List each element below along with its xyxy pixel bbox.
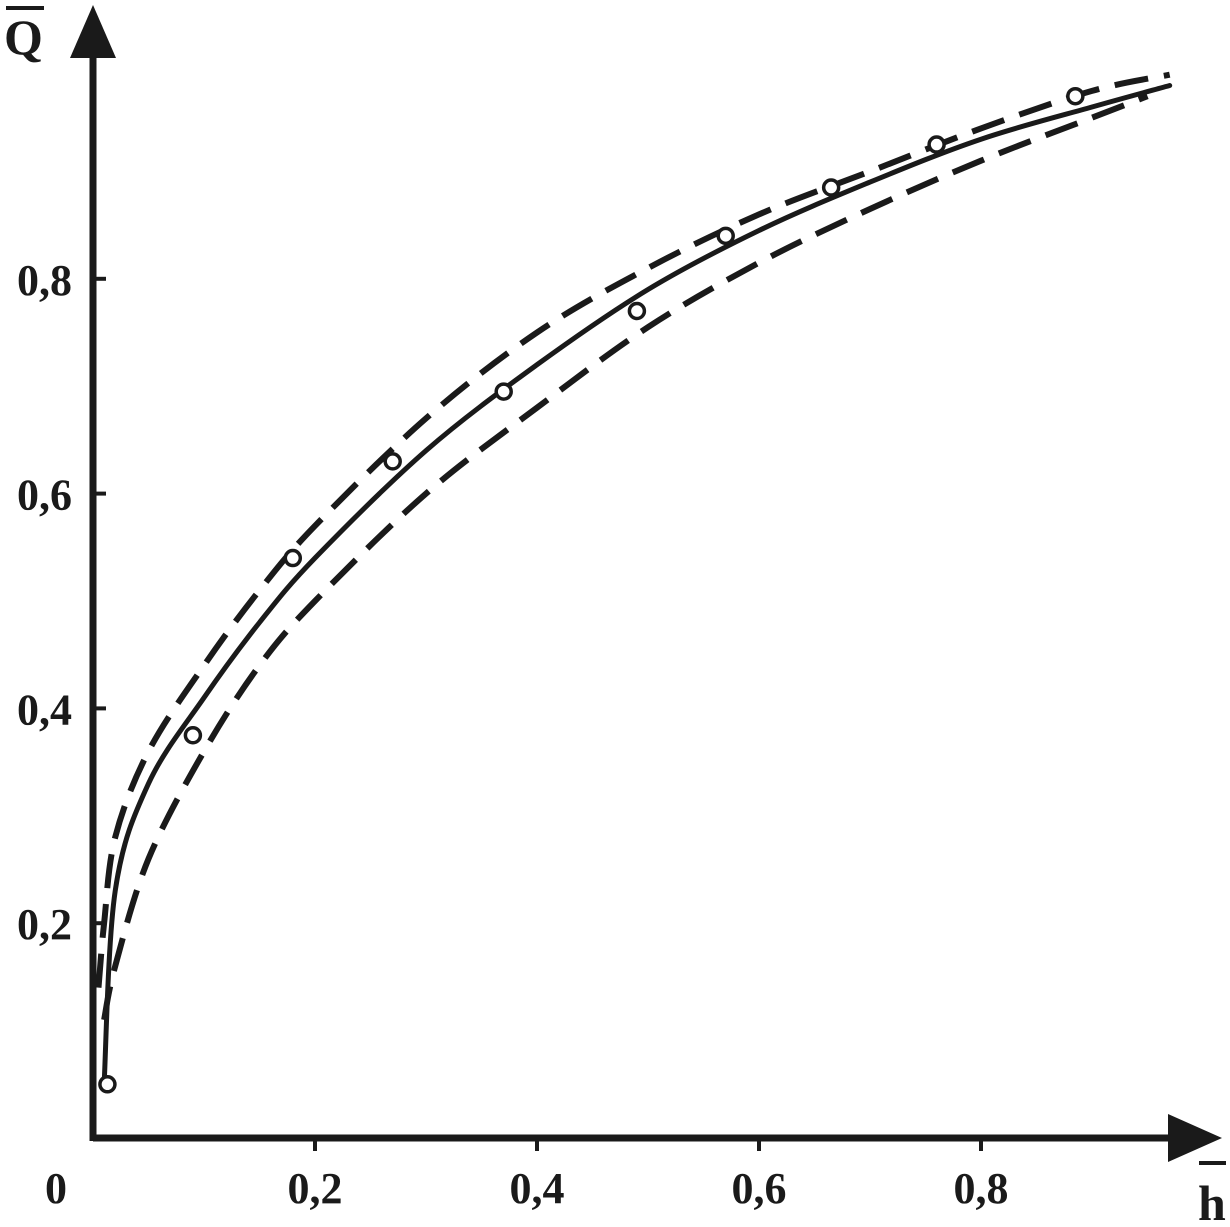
data-point <box>821 178 841 197</box>
data-point <box>627 301 647 321</box>
y-tick-label: 0,8 <box>17 256 72 305</box>
axes <box>70 5 1222 1162</box>
x-tick-label: 0,2 <box>288 1164 343 1213</box>
y-tick-label: 0,2 <box>17 900 72 949</box>
x-tick-label: 0,8 <box>954 1164 1009 1213</box>
solid-curve <box>101 83 1173 1087</box>
origin-label: 0 <box>45 1164 67 1213</box>
x-axis-label: h <box>1198 1175 1226 1227</box>
data-point <box>927 135 946 154</box>
x-axis-arrowhead <box>1168 1114 1222 1162</box>
y-tick-label: 0,6 <box>17 471 72 520</box>
data-point <box>183 726 203 745</box>
data-point <box>383 452 402 471</box>
y-tick-label: 0,4 <box>17 685 72 734</box>
dashed-curve <box>101 93 1149 1021</box>
x-tick-label: 0,4 <box>510 1164 565 1213</box>
data-point <box>494 382 513 401</box>
data-point <box>98 1075 117 1094</box>
data-point <box>1066 86 1085 106</box>
ticks: 0,2 0,4 0,6 0,8 0,2 0,4 0,6 0,8 <box>17 256 1009 1213</box>
y-axis-label: Q <box>4 9 43 65</box>
data-point <box>283 548 303 568</box>
dashed-curve <box>95 71 1171 988</box>
data-point <box>716 226 735 246</box>
y-axis-arrowhead <box>70 5 116 58</box>
x-tick-label: 0,6 <box>732 1164 787 1213</box>
labels: 0 Q h <box>4 6 1226 1227</box>
plot-area <box>95 71 1173 1094</box>
